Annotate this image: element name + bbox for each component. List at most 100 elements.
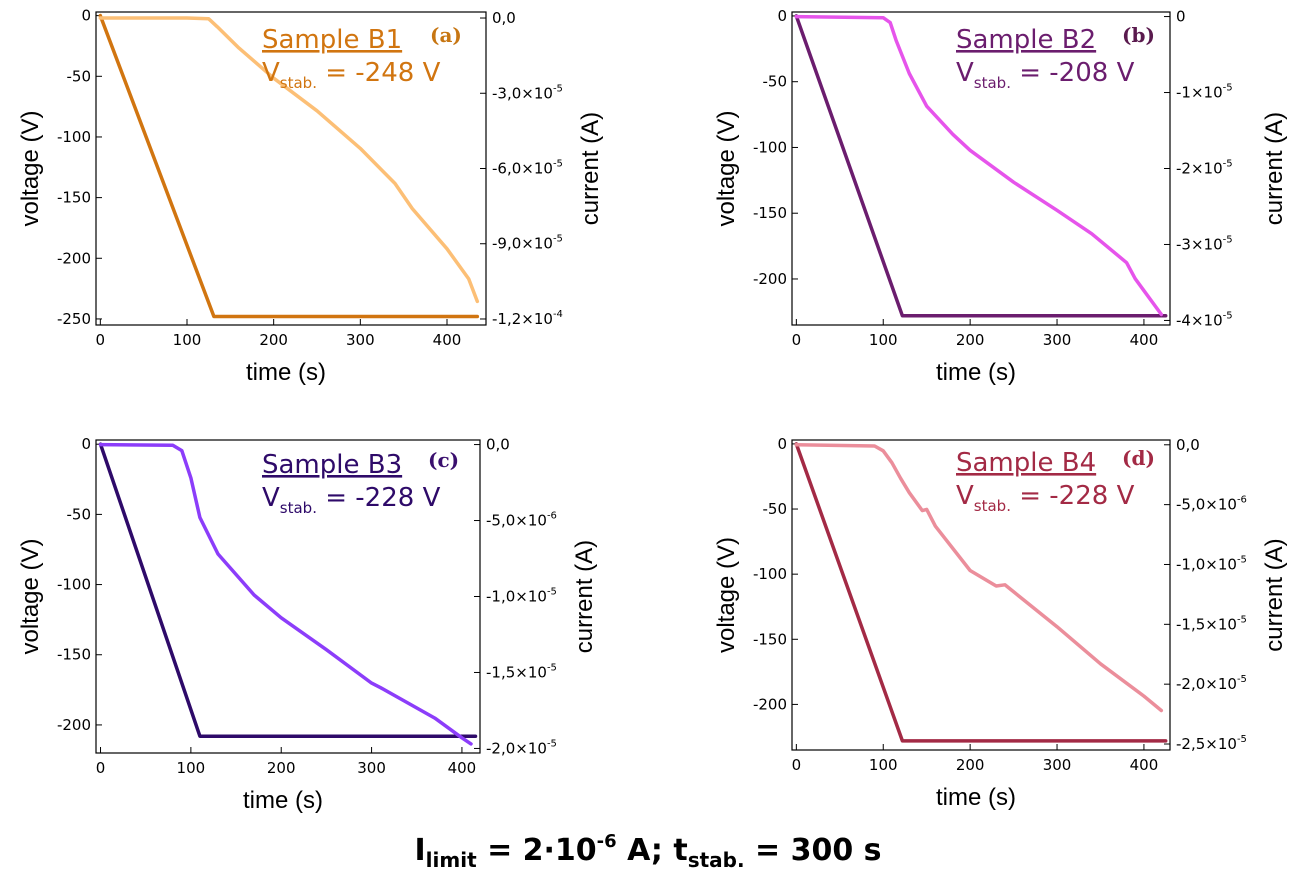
vstab-symbol: V bbox=[262, 58, 280, 88]
y-tick-label: -250 bbox=[57, 310, 91, 328]
vstab-value: = -228 V bbox=[317, 483, 441, 513]
y2-tick-mantissa: -9,0×10 bbox=[492, 235, 553, 253]
vstab-annotation: Vstab. = -248 V bbox=[262, 58, 441, 92]
y2-tick-label: -5,0×10-6 bbox=[486, 511, 557, 530]
y2-tick-label: -2,0×10-5 bbox=[486, 738, 557, 757]
y2-tick-mantissa: 0,0 bbox=[486, 436, 510, 454]
y2-tick-label: -1×10-5 bbox=[1176, 83, 1233, 102]
y2-tick-exponent: -5 bbox=[1237, 674, 1247, 685]
y-tick-label: -150 bbox=[753, 630, 787, 648]
x-tick-label: 0 bbox=[792, 756, 802, 774]
y2-tick-label: -1,0×10-5 bbox=[1176, 554, 1247, 573]
y2-tick-exponent: -5 bbox=[1237, 554, 1247, 565]
y2-tick-exponent: -6 bbox=[547, 511, 557, 522]
y2-tick-mantissa: -2×10 bbox=[1176, 160, 1223, 178]
y-tick-label: -100 bbox=[753, 138, 787, 156]
y-tick-label: -150 bbox=[57, 646, 91, 664]
y-tick-label: -150 bbox=[753, 204, 787, 222]
y2-tick-mantissa: -1,5×10 bbox=[1176, 615, 1237, 633]
y2-axis-title: current (A) bbox=[1261, 538, 1288, 651]
y2-tick-label: -1,5×10-5 bbox=[1176, 614, 1247, 633]
current-series-line bbox=[98, 442, 473, 746]
x-tick-label: 200 bbox=[956, 756, 985, 774]
x-tick-label: 0 bbox=[792, 331, 802, 349]
y2-tick-mantissa: -2,5×10 bbox=[1176, 735, 1237, 753]
y2-tick-label: 0 bbox=[1176, 8, 1186, 26]
y2-tick-mantissa: -2,0×10 bbox=[486, 739, 547, 757]
x-tick-label: 400 bbox=[1130, 331, 1159, 349]
y2-tick-mantissa: 0 bbox=[1176, 8, 1186, 26]
y2-tick-label: -1,2×10-4 bbox=[492, 309, 563, 328]
vstab-annotation: Vstab. = -228 V bbox=[956, 481, 1135, 515]
y2-tick-exponent: -5 bbox=[553, 159, 563, 170]
x-tick-label: 300 bbox=[357, 759, 386, 777]
sample-label: Sample B3 bbox=[262, 450, 402, 480]
y-tick-label: -50 bbox=[763, 500, 788, 518]
y2-tick-exponent: -5 bbox=[1237, 614, 1247, 625]
panel-tag: (b) bbox=[1122, 23, 1155, 47]
footer-middle: = 2·10 bbox=[477, 833, 597, 868]
footer-prefix: I bbox=[414, 833, 425, 868]
y2-tick-mantissa: -5,0×10 bbox=[1176, 496, 1237, 514]
y2-tick-exponent: -5 bbox=[1223, 159, 1233, 170]
y2-tick-exponent: -5 bbox=[1237, 734, 1247, 745]
y-axis-title: voltage (V) bbox=[713, 110, 740, 226]
y2-tick-mantissa: -1×10 bbox=[1176, 84, 1223, 102]
sample-label: Sample B1 bbox=[262, 25, 402, 55]
current-series-line bbox=[98, 16, 480, 304]
x-tick-label: 100 bbox=[173, 331, 202, 349]
y2-tick-label: 0,0 bbox=[1176, 436, 1200, 454]
x-tick-label: 200 bbox=[259, 331, 288, 349]
chart-panel-3: 0 100 200 300 4000-50-100-150-2000,0-5,0×10-… bbox=[17, 435, 598, 814]
x-axis-title: time (s) bbox=[243, 787, 323, 814]
x-tick-label: 100 bbox=[177, 759, 206, 777]
y2-tick-label: -1,0×10-5 bbox=[486, 587, 557, 606]
y2-tick-mantissa: -2,0×10 bbox=[1176, 675, 1237, 693]
panel-tag: (a) bbox=[430, 23, 462, 47]
y2-tick-label: -6,0×10-5 bbox=[492, 159, 563, 178]
y-tick-label: -50 bbox=[67, 67, 92, 85]
x-tick-label: 0 bbox=[96, 759, 106, 777]
y2-tick-exponent: -4 bbox=[553, 309, 563, 320]
voltage-series-line bbox=[98, 13, 480, 319]
x-axis-title: time (s) bbox=[936, 359, 1016, 386]
y2-tick-mantissa: -3,0×10 bbox=[492, 84, 553, 102]
panel-tag: (d) bbox=[1122, 446, 1155, 470]
footer-sub-limit: limit bbox=[426, 848, 477, 872]
y2-tick-exponent: -5 bbox=[1223, 310, 1233, 321]
x-tick-label: 100 bbox=[869, 756, 898, 774]
y-tick-label: -200 bbox=[57, 249, 91, 267]
x-tick-label: 400 bbox=[433, 331, 462, 349]
x-tick-label: 200 bbox=[267, 759, 296, 777]
y2-tick-label: 0,0 bbox=[492, 9, 516, 27]
y-tick-label: -200 bbox=[753, 270, 787, 288]
x-axis-title: time (s) bbox=[936, 784, 1016, 811]
y-tick-label: 0 bbox=[777, 7, 787, 25]
x-tick-label: 400 bbox=[448, 759, 477, 777]
footer-caption: Ilimit = 2·10-6 A; tstab. = 300 s bbox=[414, 831, 881, 872]
vstab-subscript: stab. bbox=[974, 497, 1011, 515]
x-tick-label: 0 bbox=[96, 331, 106, 349]
y2-tick-mantissa: -4×10 bbox=[1176, 311, 1223, 329]
voltage-series-line bbox=[98, 442, 478, 738]
y-tick-label: 0 bbox=[777, 435, 787, 453]
y2-tick-exponent: -5 bbox=[1223, 83, 1233, 94]
sample-label: Sample B2 bbox=[956, 25, 1096, 55]
chart-panel-1: 0 100 200 300 400 0 -50 -100 -150 -200 -250 0,0 -3,0… bbox=[17, 7, 604, 386]
y2-tick-exponent: -6 bbox=[1237, 495, 1247, 506]
y2-tick-label: -3,0×10-5 bbox=[492, 83, 563, 102]
vstab-annotation: Vstab. = -228 V bbox=[262, 483, 441, 517]
y2-tick-mantissa: -5,0×10 bbox=[486, 512, 547, 530]
plot-frame bbox=[791, 439, 1171, 751]
y2-tick-mantissa: -1,2×10 bbox=[492, 310, 553, 328]
y-tick-label: -200 bbox=[57, 716, 91, 734]
y2-tick-exponent: -5 bbox=[553, 83, 563, 94]
current-series-line bbox=[794, 14, 1164, 317]
vstab-symbol: V bbox=[262, 483, 280, 513]
y-tick-label: -150 bbox=[57, 189, 91, 207]
chart-panel-4: 0 100 200 300 4000-50-100-150-2000,0-5,0×10-… bbox=[713, 435, 1288, 811]
y-tick-label: 0 bbox=[81, 7, 91, 25]
vstab-subscript: stab. bbox=[280, 74, 317, 92]
y-tick-label: -100 bbox=[57, 576, 91, 594]
x-tick-label: 400 bbox=[1130, 756, 1159, 774]
